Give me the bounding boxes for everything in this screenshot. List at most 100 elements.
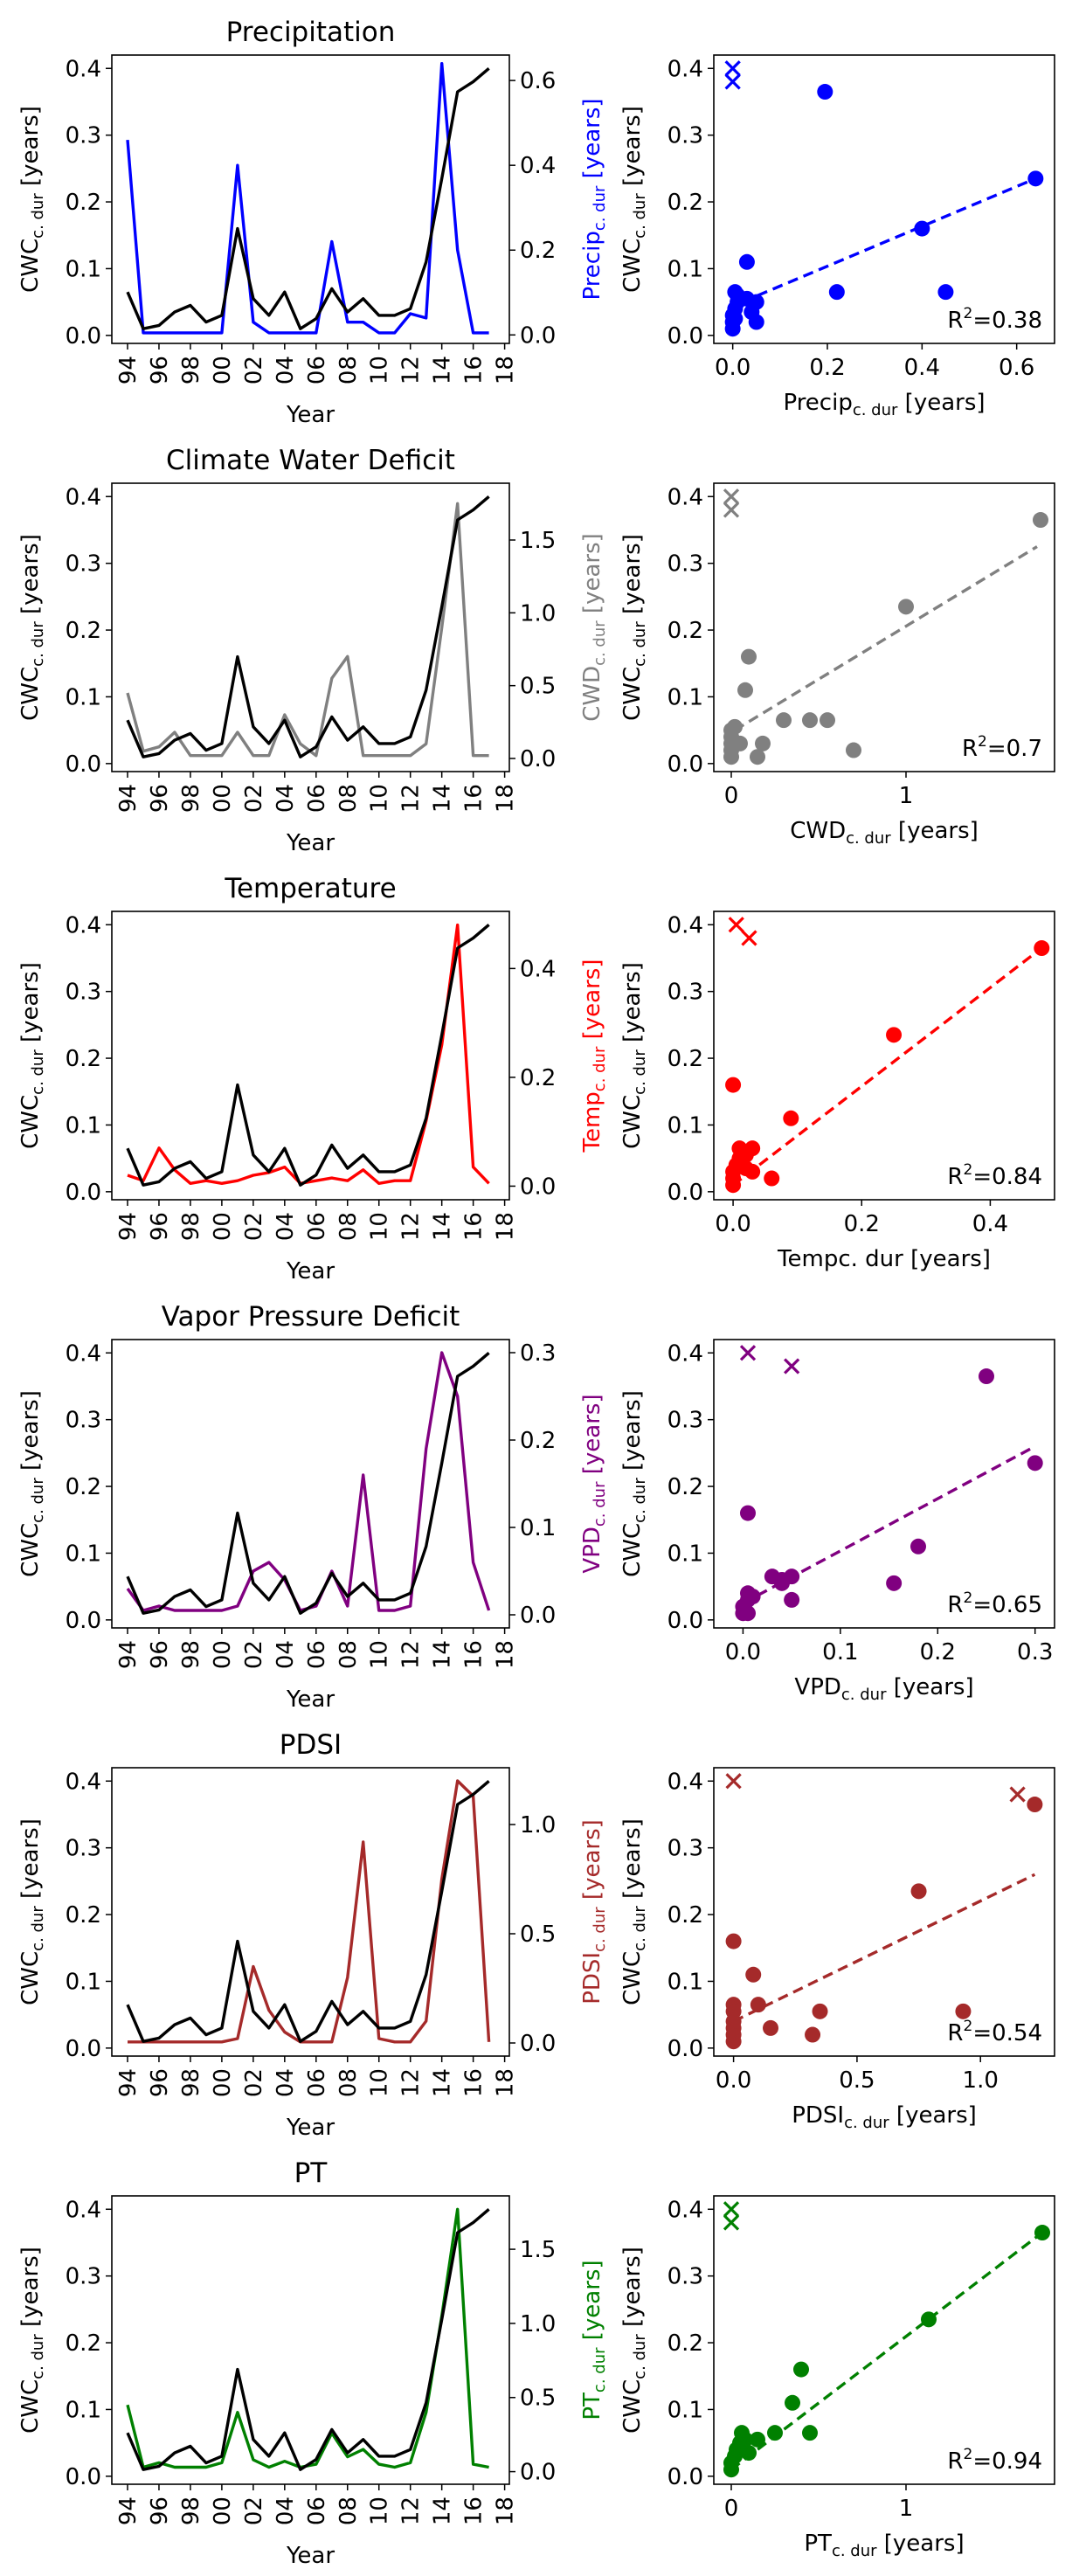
x-axis-label-sub: c. dur	[846, 829, 891, 848]
plot-frame	[713, 911, 1055, 1201]
scatter-point	[737, 2431, 753, 2448]
y-tick-label: 0.2	[66, 1046, 101, 1072]
y-tick-label: 0.2	[667, 1902, 703, 1929]
y-tick-label: 0.1	[667, 684, 703, 710]
plot-frame	[111, 1767, 510, 2057]
scatter-point	[725, 1933, 742, 1949]
x-tick-label: 04	[273, 2496, 299, 2525]
scatter-point	[744, 1140, 761, 1157]
scatter-point	[740, 1605, 756, 1622]
x-tick-label: 10	[367, 784, 393, 813]
y-axis-label-unit: [years]	[619, 962, 646, 1049]
y-tick-label: 0.3	[667, 1836, 703, 1862]
y-axis-label: CWCc. dur [years]	[619, 106, 649, 293]
x-tick-label: 04	[273, 2068, 299, 2097]
y-axis-label-main: CWC	[17, 239, 44, 293]
y-tick-label: 0.3	[66, 551, 101, 578]
right-y-axis-label-unit: [years]	[579, 98, 605, 185]
y-tick-label: 0.3	[667, 551, 703, 578]
scatter-point	[910, 1883, 927, 1900]
scatter-point	[740, 1505, 756, 1521]
outlier-stroke	[725, 1773, 742, 1790]
y-axis-label-main: CWC	[619, 239, 646, 293]
x-axis-label-unit: [years]	[891, 818, 979, 844]
r-squared-exponent: 2	[978, 733, 987, 751]
x-tick-label: 0.1	[822, 1639, 858, 1665]
fit-line	[730, 2231, 1044, 2471]
x-tick-label: 16	[461, 784, 488, 813]
right-y-axis-label: Precipc. dur [years]	[579, 98, 609, 300]
x-tick-label: 00	[210, 356, 236, 384]
x-tick-label: 12	[398, 784, 425, 813]
plot-frame	[713, 2195, 1055, 2485]
x-tick-label: 10	[367, 2496, 393, 2525]
y-tick-label: 0.3	[667, 980, 703, 1006]
scatter-point	[744, 1589, 761, 1605]
scatter-point	[744, 1163, 761, 1180]
x-tick-label: 0.2	[809, 355, 845, 381]
scatter-point	[886, 1575, 903, 1591]
x-axis-label-main: PDSI	[792, 2102, 844, 2129]
y-tick-label: 0.4	[667, 484, 703, 510]
y-tick-label: 0.0	[667, 1180, 703, 1206]
right-y-tick-label: 0.1	[520, 1515, 556, 1541]
x-tick-label: 12	[398, 356, 425, 384]
y-tick-label: 0.0	[66, 2464, 101, 2490]
scatter-point	[764, 1170, 780, 1187]
y-tick-label: 0.1	[667, 2397, 703, 2423]
scatter-point	[737, 682, 753, 698]
y-tick-label: 0.4	[66, 484, 101, 510]
y-tick-label: 0.4	[667, 1769, 703, 1795]
scatter-point	[793, 2361, 809, 2378]
scatter-point	[921, 2311, 937, 2328]
r-squared-symbol: R	[947, 1592, 963, 1618]
scatter-point	[979, 1368, 994, 1385]
r-squared-value: =0.94	[972, 2448, 1042, 2475]
y-tick-label: 0.2	[667, 1474, 703, 1500]
right-y-axis-label-sub: c. dur	[591, 185, 609, 231]
y-tick-label: 0.4	[66, 912, 101, 938]
y-axis-label-sub: c. dur	[631, 621, 649, 667]
x-tick-label: 18	[493, 2496, 519, 2525]
x-tick-label: 10	[367, 1640, 393, 1669]
y-axis-label: CWCc. dur [years]	[619, 534, 649, 721]
y-tick-label: 0.1	[66, 1969, 101, 1995]
scatter-point	[727, 284, 744, 301]
y-tick-label: 0.1	[667, 1112, 703, 1139]
series-line-cwc	[126, 495, 490, 758]
r-squared-label: R2=0.54	[947, 2018, 1042, 2046]
series-line-driver	[126, 61, 489, 335]
y-tick-label: 0.0	[66, 323, 101, 350]
y-tick-label: 0.1	[667, 256, 703, 282]
right-y-axis-label-main: Temp	[579, 1091, 605, 1153]
y-tick-label: 0.3	[667, 123, 703, 149]
x-tick-label: 00	[210, 784, 236, 813]
plot-frame	[713, 1767, 1055, 2057]
plot-frame	[111, 911, 510, 1201]
r-squared-value: =0.7	[987, 736, 1042, 762]
x-axis-label-main: PT	[804, 2531, 832, 2557]
plot-frame	[111, 482, 510, 772]
right-y-axis-label-unit: [years]	[579, 2260, 605, 2347]
r-squared-value: =0.38	[972, 308, 1042, 334]
right-y-tick-label: 1.0	[520, 600, 556, 627]
r-squared-label: R2=0.38	[947, 305, 1042, 334]
scatter-point	[783, 1110, 799, 1126]
x-tick-label: 16	[461, 2068, 488, 2097]
y-axis-label-unit: [years]	[619, 2247, 646, 2334]
x-tick-label: 12	[398, 2068, 425, 2097]
outlier-stroke	[724, 73, 741, 90]
scatter-point	[1027, 170, 1044, 187]
y-axis-label: CWCc. dur [years]	[17, 1818, 47, 2005]
y-axis-label-sub: c. dur	[29, 1049, 47, 1095]
y-tick-label: 0.3	[667, 2264, 703, 2290]
x-tick-label: 18	[493, 1212, 519, 1241]
y-tick-label: 0.0	[66, 2036, 101, 2062]
y-tick-label: 0.2	[66, 2330, 101, 2357]
outlier-stroke	[723, 488, 740, 505]
y-axis-label-main: CWC	[619, 667, 646, 721]
